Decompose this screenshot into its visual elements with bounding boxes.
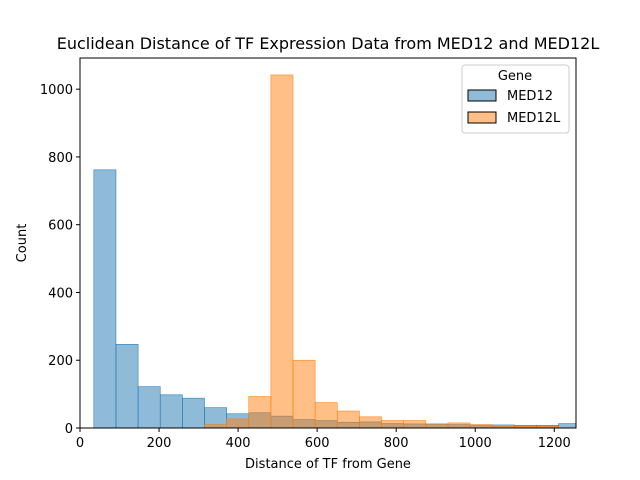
x-tick-label-200: 200 bbox=[147, 436, 172, 451]
bar-med12l-0 bbox=[204, 424, 227, 428]
bar-med12l-4 bbox=[292, 359, 316, 428]
y-tick-label-0: 0 bbox=[65, 422, 73, 437]
bar-med12-0 bbox=[93, 169, 117, 428]
x-tick-label-1200: 1200 bbox=[538, 436, 571, 451]
bar-med12-1 bbox=[115, 344, 139, 428]
bar-med12l-1 bbox=[226, 418, 250, 428]
y-axis: 0 200 400 600 800 1000 bbox=[40, 83, 80, 437]
bars-layer bbox=[93, 74, 576, 428]
legend: Gene MED12 MED12L bbox=[461, 64, 570, 134]
x-axis-label: Distance of TF from Gene bbox=[245, 457, 411, 472]
bar-med12l-2 bbox=[248, 396, 272, 428]
y-tick-label-1000: 1000 bbox=[40, 83, 73, 98]
x-axis: 0 200 400 600 800 1000 1200 bbox=[76, 428, 571, 451]
bar-med12l-9 bbox=[403, 420, 427, 428]
legend-swatch-med12l bbox=[467, 111, 497, 124]
x-tick-label-400: 400 bbox=[226, 436, 251, 451]
bar-med12l-5 bbox=[314, 402, 338, 428]
bar-med12-3 bbox=[159, 394, 183, 428]
plot-frame bbox=[79, 57, 577, 429]
y-tick-label-200: 200 bbox=[48, 354, 73, 369]
x-tick-label-1000: 1000 bbox=[459, 436, 492, 451]
bar-med12-4 bbox=[182, 397, 205, 428]
x-tick-label-600: 600 bbox=[305, 436, 330, 451]
chart-title: Euclidean Distance of TF Expression Data… bbox=[57, 34, 600, 53]
legend-label-med12: MED12 bbox=[507, 89, 553, 104]
y-tick-label-600: 600 bbox=[48, 219, 73, 234]
legend-label-med12l: MED12L bbox=[507, 111, 561, 126]
legend-swatch-med12 bbox=[467, 89, 497, 102]
bar-med12-21 bbox=[558, 423, 576, 428]
bar-med12l-7 bbox=[359, 416, 382, 428]
bar-med12l-3 bbox=[270, 74, 294, 428]
bar-med12l-8 bbox=[381, 420, 404, 428]
legend-title: Gene bbox=[498, 69, 532, 84]
bar-med12l-10 bbox=[425, 424, 449, 428]
bar-med12l-12 bbox=[469, 424, 493, 428]
x-tick-label-800: 800 bbox=[384, 436, 409, 451]
bar-med12l-6 bbox=[336, 410, 360, 428]
y-axis-label: Count bbox=[15, 224, 30, 263]
x-tick-label-0: 0 bbox=[76, 436, 84, 451]
y-tick-label-400: 400 bbox=[48, 286, 73, 301]
bar-med12-2 bbox=[137, 386, 161, 428]
y-tick-label-800: 800 bbox=[48, 151, 73, 166]
bar-med12l-11 bbox=[447, 422, 471, 428]
